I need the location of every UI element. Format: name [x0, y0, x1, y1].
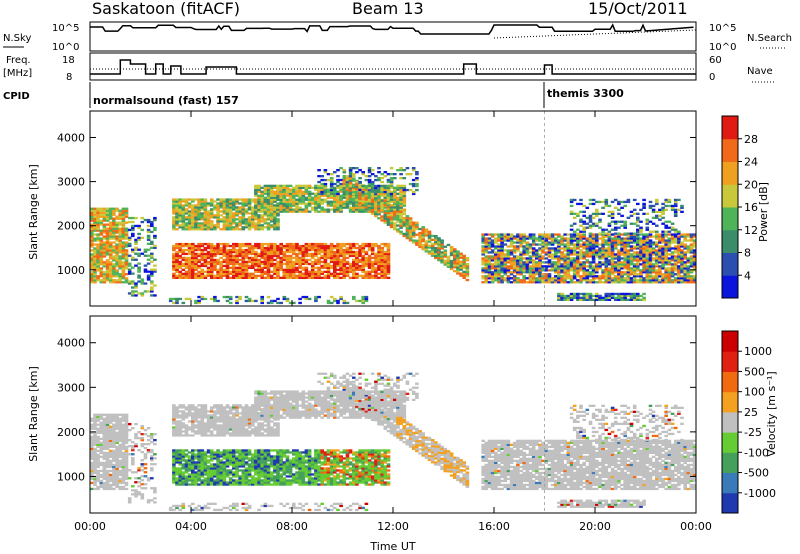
power-data — [90, 111, 697, 306]
x-tick-label: 20:00 — [579, 520, 611, 533]
y-tick-label: 1000 — [57, 264, 85, 277]
colorbar-tick-label: -1000 — [744, 487, 776, 500]
nsky-tick-top: 10^5 — [52, 23, 79, 34]
velocity-panel: 1000 2000 3000 4000 Slant Range [km] 1000 50… — [27, 315, 778, 514]
y-tick-label: 2000 — [57, 426, 85, 439]
velocity-data — [90, 316, 697, 513]
freq-tick-top: 18 — [62, 55, 75, 66]
colorbar-tick-label: 500 — [744, 365, 765, 378]
colorbar-tick-label: -25 — [744, 426, 762, 439]
x-tick-label: 08:00 — [276, 520, 308, 533]
nsky-panel: N.Sky 10^5 10^0 10^5 10^0 N.Search — [3, 21, 792, 53]
freq-label-line2: [MHz] — [3, 68, 32, 79]
velocity-colorbar-label: Velocity [m s⁻¹] — [765, 371, 778, 456]
nave-tick-bottom: 0 — [709, 72, 715, 83]
x-tick-label: 00:00 — [680, 520, 712, 533]
station-title: Saskatoon (fitACF) — [92, 0, 240, 18]
cpid-mode-2: themis 3300 — [547, 87, 624, 100]
velocity-ylabel: Slant Range [km] — [27, 366, 40, 462]
nave-tick-top: 60 — [709, 55, 722, 66]
x-axis: 00:00 04:00 08:00 12:00 16:00 20:00 00:00 — [74, 111, 712, 533]
colorbar-tick-label: -500 — [744, 467, 769, 480]
colorbar-tick-label: 28 — [744, 133, 758, 146]
beam-title: Beam 13 — [352, 0, 424, 18]
y-tick-label: 3000 — [57, 381, 85, 394]
y-tick-label: 1000 — [57, 470, 85, 483]
y-tick-label: 2000 — [57, 220, 85, 233]
y-tick-label: 4000 — [57, 337, 85, 350]
freq-line — [90, 59, 696, 75]
power-colorbar: 4 8 12 16 20 24 28 — [721, 115, 758, 299]
nsearch-tick-bottom: 10^0 — [709, 42, 736, 53]
nsearch-line — [493, 29, 697, 39]
x-tick-label: 00:00 — [74, 520, 106, 533]
nsky-label: N.Sky — [3, 33, 31, 44]
nsearch-tick-top: 10^5 — [709, 23, 736, 34]
nsky-line — [90, 23, 694, 35]
nave-label: Nave — [747, 66, 773, 77]
x-tick-label: 16:00 — [478, 520, 510, 533]
colorbar-tick-label: 16 — [744, 201, 758, 214]
freq-label-line1: Freq. — [6, 55, 31, 66]
colorbar-tick-label: 4 — [744, 269, 751, 282]
x-axis-label: Time UT — [369, 540, 415, 553]
colorbar-tick-label: 1000 — [744, 345, 772, 358]
colorbar-tick-label: 24 — [744, 156, 758, 169]
nsearch-label: N.Search — [747, 33, 792, 44]
velocity-colorbar: 1000 500 100 25 -25 -100 -500 -1000 — [721, 330, 776, 514]
y-tick-label: 4000 — [57, 131, 85, 144]
x-tick-label: 12:00 — [377, 520, 409, 533]
cpid-label: CPID — [3, 91, 30, 102]
colorbar-tick-label: 8 — [744, 247, 751, 260]
freq-tick-bottom: 8 — [66, 72, 72, 83]
freq-panel: Freq. [MHz] 18 8 60 0 Nave — [3, 52, 776, 83]
cpid-mode-1: normalsound (fast) 157 — [93, 94, 239, 107]
colorbar-tick-label: 25 — [744, 406, 758, 419]
colorbar-tick-label: 20 — [744, 178, 758, 191]
cpid-strip: CPID normalsound (fast) 157 themis 3300 — [3, 82, 624, 108]
y-tick-label: 3000 — [57, 176, 85, 189]
colorbar-tick-label: 12 — [744, 224, 758, 237]
x-tick-label: 04:00 — [175, 520, 207, 533]
power-colorbar-label: Power [dB] — [757, 182, 770, 242]
power-ylabel: Slant Range [km] — [27, 164, 40, 260]
nsky-tick-bottom: 10^0 — [52, 42, 79, 53]
colorbar-tick-label: -100 — [744, 446, 769, 459]
colorbar-tick-label: 100 — [744, 386, 765, 399]
power-panel: 1000 2000 3000 4000 Slant Range [km] 4 8 12 16… — [27, 110, 770, 307]
date-title: 15/Oct/2011 — [588, 0, 688, 18]
